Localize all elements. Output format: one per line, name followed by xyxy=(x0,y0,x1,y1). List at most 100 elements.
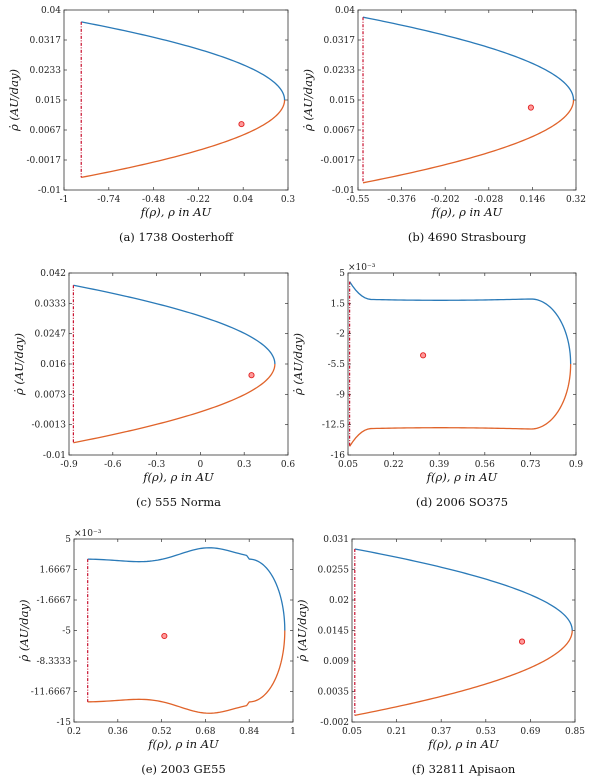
x-tick-label: -0.028 xyxy=(474,195,503,205)
series-line-upper xyxy=(349,281,572,365)
x-tick-label: 0.84 xyxy=(239,727,259,737)
x-axis-label: f(ρ), ρ in AU xyxy=(426,470,498,484)
plot-frame xyxy=(73,538,294,723)
y-tick-label: 0.0067 xyxy=(30,126,62,136)
chart-caption: (f) 32811 Apisaon xyxy=(412,762,516,776)
y-tick-label: 5 xyxy=(65,535,71,545)
x-tick-label: 0.2 xyxy=(67,727,81,737)
y-axis-label: ρ̇ (AU/day) xyxy=(12,333,26,396)
x-tick-label: 0.39 xyxy=(429,460,449,470)
y-tick-label: -0.01 xyxy=(332,186,355,196)
x-tick-label: 0.69 xyxy=(520,727,540,737)
x-axis-label: f(ρ), ρ in AU xyxy=(147,737,219,751)
series-line-upper xyxy=(81,21,286,101)
y-axis-label: ρ̇ (AU/day) xyxy=(7,69,21,132)
y-tick-label: 0.0233 xyxy=(30,66,62,76)
y-tick-label: -0.01 xyxy=(38,186,61,196)
y-tick-label: 0.015 xyxy=(35,96,61,106)
y-tick-label: 0.0333 xyxy=(35,299,67,309)
x-tick-label: -0.376 xyxy=(387,195,416,205)
series-line-upper xyxy=(87,547,286,631)
series-line-lower xyxy=(81,99,286,179)
x-tick-label: -1 xyxy=(60,195,69,205)
chart-panel: -0.9 -0.6 -0.3 0 0.3 0.6 -0.01 -0.0013 0.0073 0.0… xyxy=(12,269,295,509)
chart-panel: -1 -0.74 -0.48 -0.22 0.04 0.3 -0.01 -0.0017 0.00… xyxy=(7,6,295,244)
y-axis-label: ρ̇ (AU/day) xyxy=(295,600,309,663)
x-axis-label: f(ρ), ρ in AU xyxy=(142,470,214,484)
x-tick-label: 0.3 xyxy=(237,460,252,470)
x-tick-label: 0.37 xyxy=(431,727,451,737)
x-tick-label: 0.56 xyxy=(475,460,495,470)
x-tick-label: 0.6 xyxy=(281,460,296,470)
y-tick-label: 0.0255 xyxy=(318,566,350,576)
x-tick-label: -0.3 xyxy=(148,460,166,470)
y-tick-label: 0.0233 xyxy=(324,66,356,76)
x-tick-label: -0.6 xyxy=(104,460,122,470)
data-point xyxy=(518,638,526,645)
y-tick-label: 1.5 xyxy=(331,299,346,309)
y-tick-label: 0.04 xyxy=(41,6,61,16)
y-axis-label: ρ̇ (AU/day) xyxy=(301,69,315,132)
chart-caption: (b) 4690 Strasbourg xyxy=(408,230,527,244)
x-axis-label: f(ρ), ρ in AU xyxy=(427,737,499,751)
x-tick-label: 0.9 xyxy=(569,460,584,470)
y-tick-label: -8.3333 xyxy=(36,657,71,667)
y-tick-label: 0.0073 xyxy=(35,390,67,400)
series-line-lower xyxy=(73,363,276,444)
y-tick-label: 0.009 xyxy=(323,657,349,667)
y-tick-label: -12.5 xyxy=(322,421,345,431)
y-tick-label: 0.0067 xyxy=(324,126,356,136)
y-tick-label: -5.5 xyxy=(328,360,346,370)
x-tick-label: 0.3 xyxy=(281,195,296,205)
y-axis-multiplier: ×10⁻³ xyxy=(74,529,102,539)
x-tick-label: 0.146 xyxy=(520,195,546,205)
x-tick-label: 0.85 xyxy=(565,727,585,737)
x-tick-label: -0.48 xyxy=(142,195,165,205)
y-tick-label: -2 xyxy=(336,330,345,340)
y-tick-label: -0.0017 xyxy=(320,156,355,166)
y-tick-label: 0.031 xyxy=(323,535,349,545)
y-tick-label: 1.6667 xyxy=(40,566,72,576)
chart-panel: 0.05 0.22 0.39 0.56 0.73 0.9 -16 -12.5 -9 -5.5 -2 1… xyxy=(291,263,583,509)
y-tick-label: 0.0317 xyxy=(324,36,356,46)
chart-caption: (e) 2003 GE55 xyxy=(141,762,226,776)
y-tick-label: 0.016 xyxy=(40,360,66,370)
y-tick-label: 0.0035 xyxy=(318,688,350,698)
data-point xyxy=(238,121,245,128)
x-tick-label: 1 xyxy=(290,727,296,737)
y-tick-label: -9 xyxy=(336,390,345,400)
x-tick-label: -0.22 xyxy=(187,195,210,205)
chart-panel: 0.2 0.36 0.52 0.68 0.84 1 -15 -11.6667 -8.3333 -5… xyxy=(17,529,296,776)
plot-frame xyxy=(68,272,289,456)
y-tick-label: -15 xyxy=(57,718,72,728)
y-tick-label: 0.042 xyxy=(40,269,66,279)
x-tick-label: 0.68 xyxy=(195,727,215,737)
data-point xyxy=(248,372,255,379)
y-tick-label: 0.0317 xyxy=(30,36,62,46)
x-tick-label: 0.36 xyxy=(108,727,128,737)
y-tick-label: -0.01 xyxy=(43,451,66,461)
x-tick-label: 0 xyxy=(198,460,204,470)
x-tick-label: 0.53 xyxy=(476,727,496,737)
y-tick-label: -5 xyxy=(62,627,71,637)
series-line-lower xyxy=(87,630,286,714)
y-tick-label: 0.04 xyxy=(335,6,355,16)
x-tick-label: 0.73 xyxy=(520,460,540,470)
series-line-lower xyxy=(354,630,573,716)
y-tick-label: 0.0145 xyxy=(318,627,350,637)
y-tick-label: -11.6667 xyxy=(31,688,72,698)
chart-caption: (d) 2006 SO375 xyxy=(416,495,508,509)
series-line-upper xyxy=(362,16,575,101)
x-axis-label: f(ρ), ρ in AU xyxy=(431,205,503,219)
series-line-lower xyxy=(362,99,575,184)
plot-frame xyxy=(63,9,289,191)
x-tick-label: 0.32 xyxy=(566,195,586,205)
y-tick-label: 0.0247 xyxy=(35,330,67,340)
chart-panel: -0.55 -0.376 -0.202 -0.028 0.146 0.32 -0.01 -0.… xyxy=(301,6,586,244)
x-tick-label: 0.05 xyxy=(338,460,358,470)
chart-panel: 0.05 0.21 0.37 0.53 0.69 0.85 -0.002 0.0035 0.00… xyxy=(295,535,585,776)
data-point xyxy=(420,352,427,359)
y-tick-label: 5 xyxy=(339,269,345,279)
chart-caption: (a) 1738 Oosterhoff xyxy=(119,230,234,244)
